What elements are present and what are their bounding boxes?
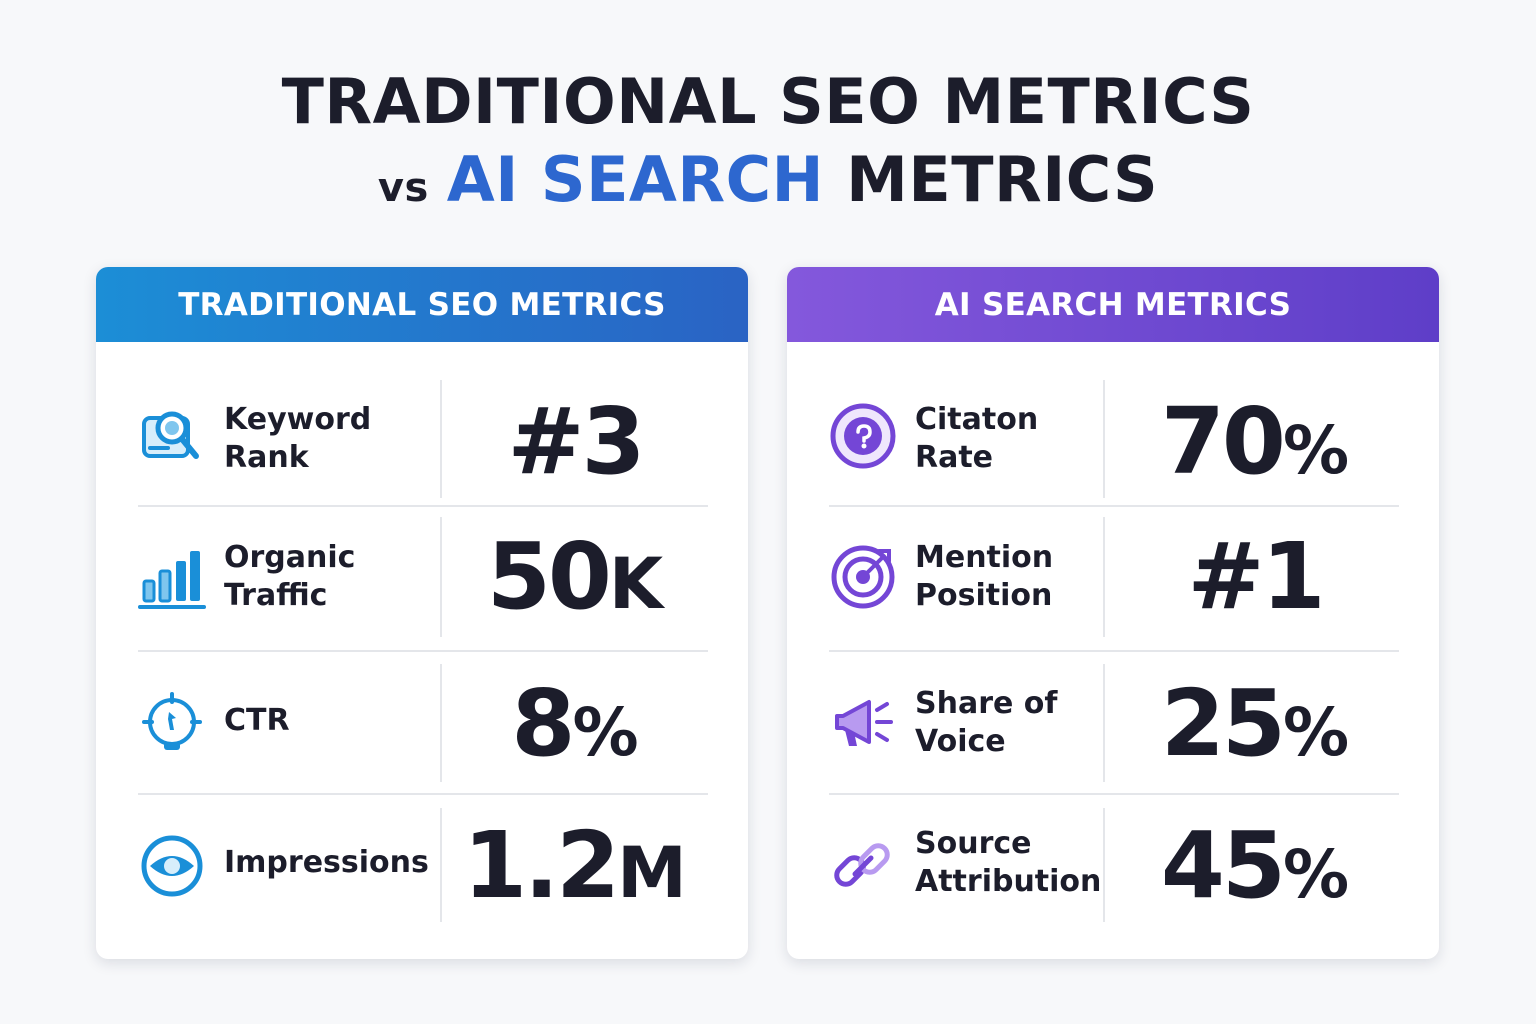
vertical-divider bbox=[1103, 517, 1105, 637]
title-vs: vs bbox=[377, 165, 429, 211]
ai-search-panel: AI SEARCH METRICS Citaton Rate 70% bbox=[787, 267, 1439, 959]
metric-label-line-2: Rate bbox=[915, 440, 994, 475]
title-line-1: TRADITIONAL SEO METRICS bbox=[281, 65, 1255, 138]
value-main: #1 bbox=[1187, 523, 1325, 630]
metric-label-line-2: Voice bbox=[915, 724, 1006, 759]
metric-row-impressions: Impressions 1.2M bbox=[138, 808, 708, 922]
metric-label-line-1: Share of bbox=[915, 686, 1058, 721]
metric-label-line-2: Position bbox=[915, 578, 1053, 613]
ai-panel-header: AI SEARCH METRICS bbox=[787, 267, 1439, 342]
metric-value-organic-traffic: 50K bbox=[442, 527, 708, 634]
value-main: 50 bbox=[486, 523, 612, 630]
metric-label-line-2: Traffic bbox=[224, 578, 328, 613]
metric-label: Keyword Rank bbox=[224, 401, 484, 477]
metric-label: Source Attribution bbox=[915, 825, 1175, 901]
value-suffix: % bbox=[572, 694, 639, 771]
metric-row-source-attribution: Source Attribution 45% bbox=[829, 808, 1399, 922]
row-divider bbox=[829, 505, 1399, 507]
row-divider bbox=[138, 793, 708, 795]
metric-label: Organic Traffic bbox=[224, 539, 484, 615]
value-main: #3 bbox=[507, 388, 645, 495]
value-suffix: K bbox=[608, 543, 664, 625]
metric-label-line-1: CTR bbox=[224, 703, 290, 738]
metric-row-ctr: CTR 8% bbox=[138, 664, 708, 782]
metric-value-source-attribution: 45% bbox=[1105, 816, 1405, 925]
metric-label-line-1: Mention bbox=[915, 540, 1054, 575]
link-icon bbox=[834, 843, 890, 887]
metric-label-line-1: Organic bbox=[224, 540, 356, 575]
vertical-divider bbox=[1103, 380, 1105, 498]
traditional-seo-panel: TRADITIONAL SEO METRICS Keyword Rank #3 bbox=[96, 267, 748, 959]
vertical-divider bbox=[1103, 664, 1105, 782]
value-main: 45 bbox=[1160, 812, 1286, 919]
metric-label: Impressions bbox=[224, 844, 484, 882]
metric-row-share-of-voice: Share of Voice 25% bbox=[829, 664, 1399, 782]
value-suffix: % bbox=[1282, 412, 1350, 489]
value-main: 8 bbox=[511, 670, 575, 777]
metric-value-ctr: 8% bbox=[442, 674, 708, 783]
megaphone-icon bbox=[835, 700, 893, 746]
metric-row-mention-position: Mention Position #1 bbox=[829, 517, 1399, 637]
row-divider bbox=[138, 650, 708, 652]
value-suffix: M bbox=[617, 832, 687, 914]
vertical-divider bbox=[1103, 808, 1105, 922]
value-suffix: % bbox=[1282, 836, 1350, 913]
metric-row-citation-rate: Citaton Rate 70% bbox=[829, 380, 1399, 498]
row-divider bbox=[829, 650, 1399, 652]
row-divider bbox=[829, 793, 1399, 795]
metric-label: Mention Position bbox=[915, 539, 1175, 615]
traditional-panel-header: TRADITIONAL SEO METRICS bbox=[96, 267, 748, 342]
metric-label: CTR bbox=[224, 702, 484, 740]
vertical-divider bbox=[440, 808, 442, 922]
vertical-divider bbox=[440, 380, 442, 498]
eye-icon bbox=[141, 835, 203, 897]
keyword-search-icon bbox=[142, 411, 199, 459]
metric-label: Share of Voice bbox=[915, 685, 1175, 761]
vertical-divider bbox=[440, 517, 442, 637]
metric-value-citation-rate: 70% bbox=[1105, 392, 1405, 501]
metric-label-line-1: Keyword bbox=[224, 402, 372, 437]
title-metrics: METRICS bbox=[846, 143, 1159, 216]
metric-label-line-1: Citaton bbox=[915, 402, 1039, 437]
metric-label-line-2: Rank bbox=[224, 440, 309, 475]
cursor-click-icon bbox=[142, 692, 202, 750]
metric-label: Citaton Rate bbox=[915, 401, 1175, 477]
value-main: 70 bbox=[1160, 388, 1286, 495]
quote-circle-icon bbox=[830, 403, 896, 469]
metric-value-impressions: 1.2M bbox=[442, 816, 708, 923]
vertical-divider bbox=[440, 664, 442, 782]
value-suffix: % bbox=[1282, 694, 1350, 771]
value-main: 1.2 bbox=[463, 812, 620, 919]
target-icon bbox=[831, 545, 895, 609]
metric-label-line-2: Attribution bbox=[915, 864, 1102, 899]
metric-row-keyword-rank: Keyword Rank #3 bbox=[138, 380, 708, 498]
title-accent: AI SEARCH bbox=[446, 143, 825, 216]
row-divider bbox=[138, 505, 708, 507]
value-main: 25 bbox=[1160, 670, 1286, 777]
bar-chart-icon bbox=[138, 551, 206, 609]
metric-row-organic-traffic: Organic Traffic 50K bbox=[138, 517, 708, 637]
metric-label-line-1: Impressions bbox=[224, 845, 429, 880]
title-line-2: vs AI SEARCH METRICS bbox=[0, 142, 1536, 226]
metric-value-share-of-voice: 25% bbox=[1105, 674, 1405, 783]
metric-value-mention-position: #1 bbox=[1105, 527, 1405, 636]
page-title: TRADITIONAL SEO METRICS vs AI SEARCH METR… bbox=[0, 62, 1536, 226]
metric-label-line-1: Source bbox=[915, 826, 1032, 861]
metric-value-keyword-rank: #3 bbox=[442, 392, 708, 499]
